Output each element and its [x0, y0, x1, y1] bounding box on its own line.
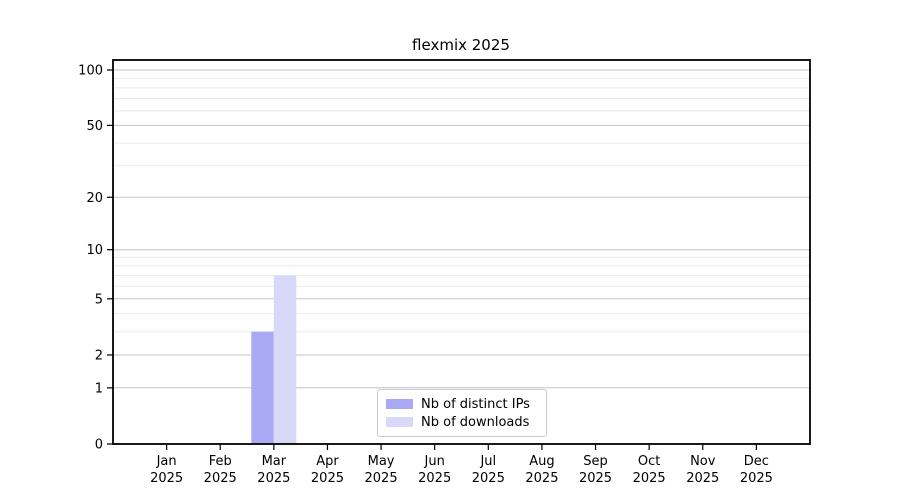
x-tick-label-month: Aug [529, 454, 554, 469]
x-tick-label-year: 2025 [740, 471, 773, 486]
legend-item-distinct-ips: Nb of distinct IPs [386, 397, 546, 412]
x-tick-label-year: 2025 [525, 471, 558, 486]
distinct-ips-swatch [386, 399, 413, 409]
y-tick-label: 100 [78, 64, 103, 79]
x-tick-label-year: 2025 [257, 471, 290, 486]
x-tick-label-month: Feb [209, 454, 232, 469]
y-tick-label: 20 [86, 191, 103, 206]
bar-nb-of-downloads [273, 275, 297, 444]
x-tick-label-year: 2025 [633, 471, 666, 486]
bar-nb-of-distinct-ips [251, 331, 274, 444]
downloads-swatch [386, 417, 413, 427]
x-tick-label-month: Dec [744, 454, 769, 469]
plot-frame [112, 59, 811, 445]
x-tick-label-month: Sep [583, 454, 608, 469]
y-tick-label: 5 [95, 292, 103, 307]
x-tick-label-month: Jul [479, 454, 496, 469]
y-tick-label: 50 [86, 119, 103, 134]
x-tick-label-month: Nov [690, 454, 716, 469]
legend-label-distinct-ips: Nb of distinct IPs [421, 396, 530, 412]
x-tick-label-year: 2025 [204, 471, 237, 486]
bar-layer [251, 275, 297, 444]
x-tick-label-year: 2025 [686, 471, 719, 486]
x-tick-label-year: 2025 [579, 471, 612, 486]
x-tick-label-year: 2025 [472, 471, 505, 486]
chart-legend: Nb of distinct IPs Nb of downloads [377, 389, 547, 437]
grid-layer [113, 69, 810, 389]
x-tick-label-month: Oct [638, 454, 660, 469]
axis-layer: 0 1 2 5 10 20 50 100 Jan 2025 Feb 2025 Mar 2025 Apr 202… [78, 59, 811, 486]
x-tick-label-month: Jun [424, 454, 445, 469]
x-tick-label-year: 2025 [365, 471, 398, 486]
x-tick-label-year: 2025 [418, 471, 451, 486]
y-tick-label: 10 [86, 243, 103, 258]
y-tick-label: 2 [95, 349, 103, 364]
y-tick-label: 1 [95, 381, 103, 396]
x-tick-label-month: Apr [316, 454, 339, 469]
y-tick-label: 0 [95, 438, 103, 453]
x-tick-label-month: May [368, 454, 395, 469]
legend-label-downloads: Nb of downloads [421, 414, 530, 430]
x-tick-label-month: Mar [262, 454, 287, 469]
x-tick-label-year: 2025 [150, 471, 183, 486]
x-tick-label-month: Jan [156, 454, 177, 469]
legend-item-downloads: Nb of downloads [386, 415, 546, 430]
x-tick-label-year: 2025 [311, 471, 344, 486]
chart-title: flexmix 2025 [412, 36, 510, 54]
